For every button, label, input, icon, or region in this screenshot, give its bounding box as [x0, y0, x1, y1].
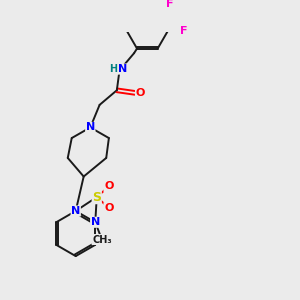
Text: O: O: [104, 203, 113, 213]
Text: N: N: [71, 206, 80, 216]
Text: S: S: [92, 190, 101, 204]
Text: F: F: [166, 0, 174, 9]
Text: F: F: [180, 26, 187, 36]
Text: N: N: [86, 122, 95, 132]
Text: CH₃: CH₃: [92, 235, 112, 244]
Text: N: N: [118, 64, 127, 74]
Text: O: O: [136, 88, 145, 98]
Text: N: N: [91, 217, 100, 227]
Text: H: H: [110, 64, 118, 74]
Text: O: O: [104, 182, 113, 191]
